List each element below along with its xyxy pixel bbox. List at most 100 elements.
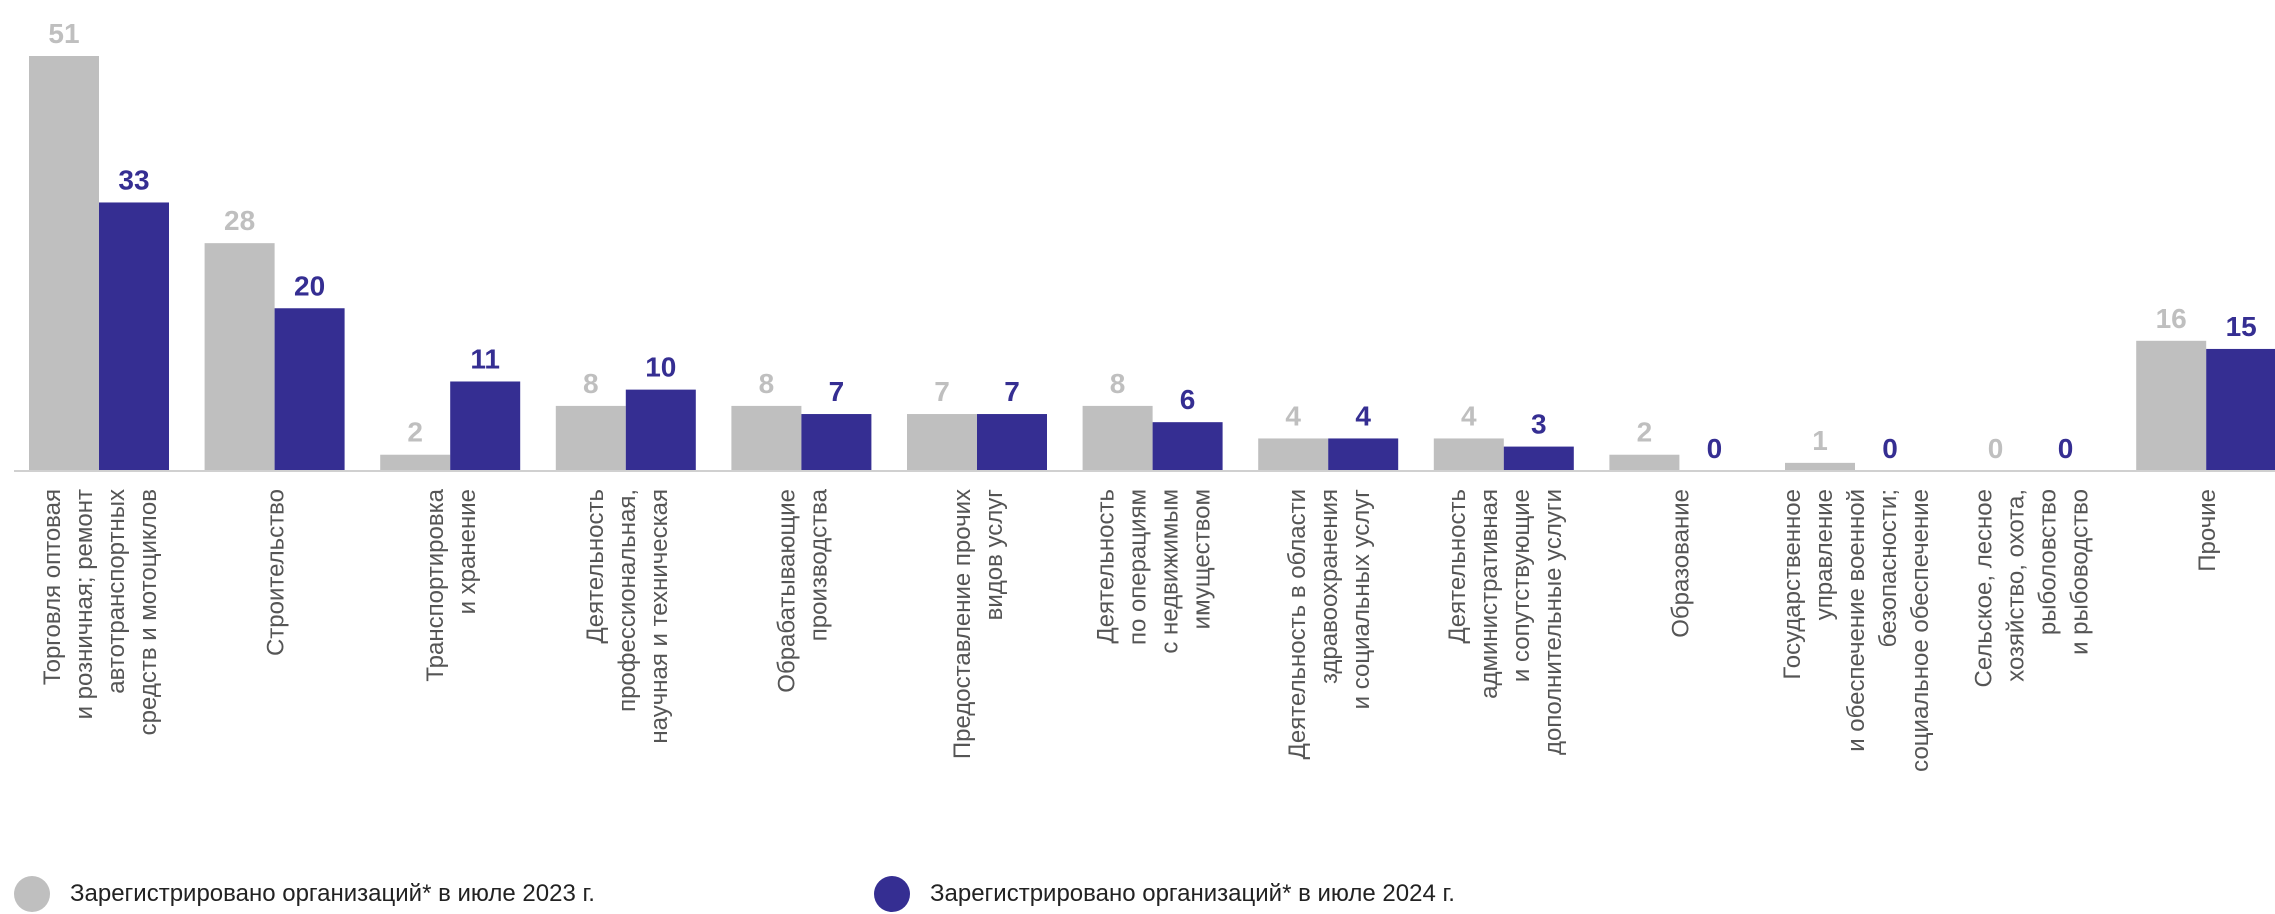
bar-2023-12 bbox=[2136, 340, 2207, 471]
category-label-line: управление bbox=[1811, 489, 1838, 620]
category-label-5: Предоставление прочих видов услуг bbox=[949, 489, 1008, 759]
value-label-2024-0: 33 bbox=[118, 164, 149, 195]
bar-2023-4 bbox=[731, 405, 802, 471]
category-label-line: Государственное bbox=[1779, 489, 1806, 680]
category-labels-layer: Торговля оптовая и розничная; ремонт автот… bbox=[39, 488, 2221, 771]
legend-item-2023: Зарегистрировано организаций* в июле 202… bbox=[14, 876, 595, 912]
bar-2024-1 bbox=[274, 308, 345, 471]
bar-2023-10 bbox=[1785, 462, 1855, 471]
category-label-11: Сельское, лесное хозяйство, охота, рыболов… bbox=[1971, 489, 2094, 688]
category-label-10: Государственное управление и обеспечение в… bbox=[1779, 489, 1934, 772]
bar-2023-0 bbox=[29, 56, 99, 471]
category-label-3: Деятельность профессиональная, научная и т… bbox=[582, 489, 673, 744]
category-label-12: Прочие bbox=[2194, 489, 2221, 572]
bar-2024-5 bbox=[977, 414, 1047, 471]
category-label-2: Транспортировка и хранение bbox=[422, 488, 481, 681]
value-label-2024-4: 7 bbox=[829, 376, 845, 407]
category-label-line: административная bbox=[1476, 489, 1503, 699]
category-label-8: Деятельность административная и сопутствую… bbox=[1444, 489, 1567, 755]
category-label-1: Строительство bbox=[263, 489, 290, 656]
value-label-2023-12: 16 bbox=[2156, 303, 2187, 334]
category-label-line: и розничная; ремонт bbox=[71, 489, 98, 719]
bar-2023-2 bbox=[380, 454, 451, 471]
value-label-2024-8: 3 bbox=[1531, 409, 1547, 440]
value-label-2023-5: 7 bbox=[934, 376, 950, 407]
category-label-line: здравоохранения bbox=[1316, 489, 1343, 684]
value-label-2024-9: 0 bbox=[1707, 433, 1723, 464]
value-label-2023-4: 8 bbox=[759, 368, 775, 399]
bar-2024-0 bbox=[99, 202, 169, 471]
value-label-2024-6: 6 bbox=[1180, 384, 1196, 415]
value-label-2024-1: 20 bbox=[294, 270, 325, 301]
bar-2024-12 bbox=[2206, 348, 2275, 471]
value-label-2023-1: 28 bbox=[224, 205, 255, 236]
category-label-line: по операциям bbox=[1125, 489, 1152, 645]
value-label-2024-10: 0 bbox=[1882, 433, 1898, 464]
category-label-line: имуществом bbox=[1189, 489, 1216, 629]
bar-2023-5 bbox=[907, 414, 977, 471]
value-label-2024-11: 0 bbox=[2058, 433, 2074, 464]
category-label-line: Деятельность bbox=[582, 489, 609, 643]
category-label-line: видов услуг bbox=[981, 489, 1008, 621]
category-label-line: Предоставление прочих bbox=[949, 489, 976, 759]
bars-layer bbox=[29, 56, 2275, 471]
category-label-9: Образование bbox=[1667, 489, 1694, 638]
value-label-2023-6: 8 bbox=[1110, 368, 1126, 399]
legend-item-2024: Зарегистрировано организаций* в июле 202… bbox=[874, 876, 1455, 912]
category-label-line: с недвижимым bbox=[1157, 489, 1184, 654]
value-label-2024-2: 11 bbox=[470, 343, 500, 374]
category-label-line: научная и техническая bbox=[646, 489, 673, 744]
category-label-line: средств и мотоциклов bbox=[135, 489, 162, 735]
category-label-line: и сопутствующие bbox=[1508, 489, 1535, 682]
bar-2024-4 bbox=[801, 414, 872, 471]
category-label-0: Торговля оптовая и розничная; ремонт автот… bbox=[39, 489, 162, 735]
category-label-line: Торговля оптовая bbox=[39, 489, 66, 685]
value-label-2023-11: 0 bbox=[1988, 433, 2004, 464]
category-label-line: автотранспортных bbox=[103, 489, 130, 694]
legend-swatch-2024 bbox=[874, 876, 910, 912]
bar-2023-8 bbox=[1433, 438, 1504, 471]
legend-swatch-2023 bbox=[14, 876, 50, 912]
category-label-line: Образование bbox=[1667, 489, 1694, 638]
value-label-2023-10: 1 bbox=[1812, 425, 1828, 456]
value-label-2024-7: 4 bbox=[1355, 400, 1371, 431]
bar-2023-6 bbox=[1082, 405, 1153, 471]
category-label-7: Деятельность в области здравоохранения и с… bbox=[1284, 489, 1375, 760]
category-label-line: Деятельность в области bbox=[1284, 489, 1311, 759]
value-label-2024-3: 10 bbox=[645, 352, 676, 383]
value-label-2024-12: 15 bbox=[2226, 311, 2257, 342]
category-label-line: Строительство bbox=[263, 489, 290, 656]
bar-2024-7 bbox=[1328, 438, 1399, 471]
category-label-line: профессиональная, bbox=[614, 489, 641, 712]
category-label-line: и обеспечение военной bbox=[1843, 489, 1870, 752]
value-label-2023-2: 2 bbox=[407, 417, 423, 448]
legend-label-2024: Зарегистрировано организаций* в июле 202… bbox=[930, 880, 1455, 907]
bar-2024-6 bbox=[1152, 422, 1223, 471]
value-label-2023-7: 4 bbox=[1285, 400, 1301, 431]
category-label-line: Прочие bbox=[2194, 489, 2221, 572]
category-label-line: дополнительные услуги bbox=[1540, 489, 1567, 755]
category-label-line: Транспортировка bbox=[422, 488, 449, 681]
value-label-2023-3: 8 bbox=[583, 368, 599, 399]
category-label-line: Сельское, лесное bbox=[1971, 489, 1998, 688]
bar-2023-7 bbox=[1258, 438, 1329, 471]
category-label-line: производства bbox=[805, 488, 832, 641]
bar-2024-3 bbox=[625, 389, 696, 471]
legend-label-2023: Зарегистрировано организаций* в июле 202… bbox=[70, 880, 595, 907]
category-label-6: Деятельность по операциям с недвижимым имущ… bbox=[1093, 489, 1216, 654]
category-label-line: Обрабатывающие bbox=[773, 489, 800, 693]
bar-2023-9 bbox=[1609, 454, 1680, 471]
category-label-line: социальное обеспечение bbox=[1907, 489, 1934, 772]
category-label-line: и социальных услуг bbox=[1348, 489, 1375, 710]
category-label-4: Обрабатывающие производства bbox=[773, 488, 832, 692]
category-label-line: Деятельность bbox=[1444, 489, 1471, 643]
bar-2023-1 bbox=[204, 243, 275, 471]
value-label-2024-5: 7 bbox=[1004, 376, 1020, 407]
bar-2024-8 bbox=[1503, 446, 1574, 471]
value-label-2023-9: 2 bbox=[1637, 417, 1653, 448]
category-label-line: безопасности; bbox=[1875, 489, 1902, 647]
bar-2023-3 bbox=[555, 405, 626, 471]
